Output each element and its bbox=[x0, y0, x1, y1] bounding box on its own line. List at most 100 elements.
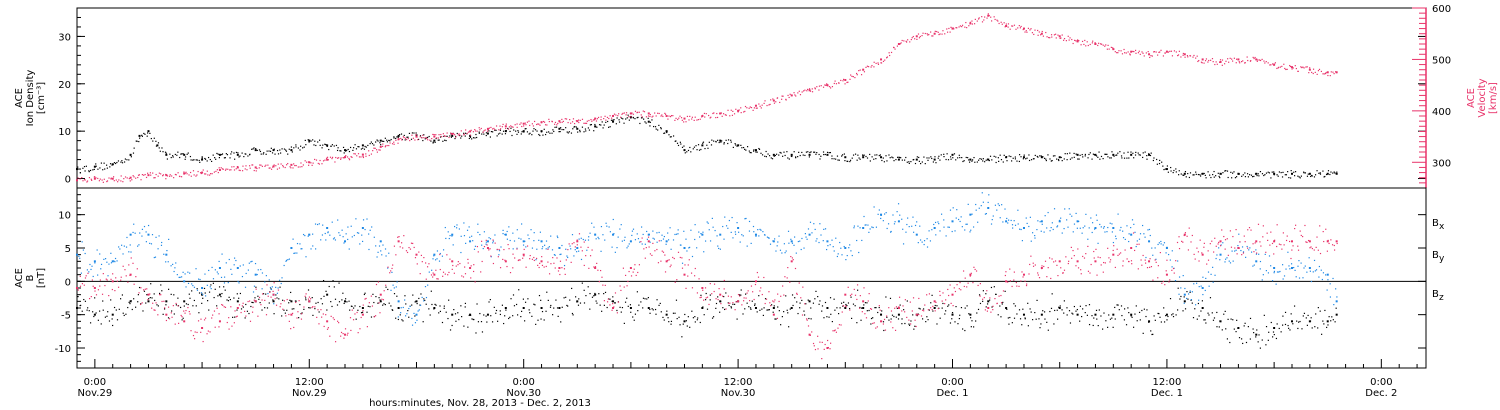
data-point bbox=[1135, 245, 1137, 248]
data-point bbox=[607, 298, 609, 300]
data-point bbox=[1286, 68, 1288, 70]
data-point bbox=[1308, 267, 1311, 269]
data-point bbox=[86, 309, 88, 311]
data-point bbox=[581, 118, 584, 120]
data-point bbox=[492, 242, 494, 244]
data-point bbox=[1204, 289, 1206, 292]
data-point bbox=[477, 231, 479, 233]
data-point bbox=[444, 139, 446, 141]
data-point bbox=[801, 314, 804, 316]
data-point bbox=[1203, 62, 1205, 64]
data-point bbox=[99, 253, 101, 255]
data-point bbox=[1165, 315, 1167, 317]
data-point bbox=[974, 161, 976, 163]
data-point bbox=[714, 229, 716, 232]
data-point bbox=[799, 154, 801, 157]
data-point bbox=[880, 213, 883, 216]
data-point bbox=[379, 300, 382, 303]
data-point bbox=[502, 130, 505, 132]
data-point bbox=[1169, 279, 1171, 281]
data-point bbox=[1290, 263, 1293, 265]
data-point bbox=[475, 133, 477, 136]
data-point bbox=[83, 284, 85, 286]
data-point bbox=[674, 281, 676, 283]
data-point bbox=[930, 307, 932, 309]
data-point bbox=[759, 309, 761, 311]
data-point bbox=[1216, 63, 1218, 65]
data-point bbox=[1085, 305, 1087, 307]
data-point bbox=[1034, 264, 1036, 266]
data-point bbox=[266, 307, 269, 309]
data-point bbox=[1149, 266, 1151, 268]
data-point bbox=[1178, 247, 1181, 250]
data-point bbox=[1273, 333, 1275, 336]
data-point bbox=[951, 293, 954, 296]
data-point bbox=[934, 310, 936, 312]
data-point bbox=[954, 321, 956, 323]
data-point bbox=[339, 150, 341, 152]
data-point bbox=[1185, 176, 1187, 178]
data-point bbox=[732, 110, 734, 113]
data-point bbox=[875, 62, 877, 64]
data-point bbox=[504, 233, 506, 236]
data-point bbox=[983, 296, 985, 299]
data-point bbox=[526, 121, 529, 123]
data-point bbox=[1126, 258, 1128, 260]
data-point bbox=[234, 310, 236, 312]
data-point bbox=[472, 137, 475, 139]
data-point bbox=[1047, 267, 1049, 269]
data-point bbox=[110, 252, 112, 254]
data-point bbox=[267, 292, 269, 295]
data-point bbox=[1003, 154, 1005, 156]
data-point bbox=[1182, 274, 1184, 277]
data-point bbox=[1270, 321, 1272, 324]
data-point bbox=[273, 148, 275, 150]
data-point bbox=[352, 319, 355, 321]
data-point bbox=[1145, 315, 1147, 318]
data-point bbox=[328, 148, 330, 151]
data-point bbox=[719, 113, 721, 115]
data-point bbox=[129, 154, 132, 156]
data-point bbox=[594, 267, 597, 269]
data-point bbox=[132, 262, 134, 264]
data-point bbox=[419, 135, 422, 137]
data-point bbox=[92, 275, 94, 278]
data-point bbox=[627, 114, 629, 116]
data-point bbox=[772, 153, 775, 156]
data-point bbox=[95, 165, 97, 167]
data-point bbox=[278, 279, 281, 281]
data-point bbox=[396, 281, 398, 283]
data-point bbox=[895, 158, 897, 161]
data-point bbox=[390, 138, 392, 141]
data-point bbox=[815, 240, 817, 242]
data-point bbox=[1315, 269, 1318, 271]
data-point bbox=[1301, 66, 1303, 69]
data-point bbox=[451, 324, 453, 327]
data-point bbox=[1022, 313, 1025, 316]
data-point bbox=[228, 296, 230, 298]
data-point bbox=[812, 302, 815, 304]
data-point bbox=[421, 261, 423, 263]
data-point bbox=[606, 301, 609, 303]
data-point bbox=[1141, 264, 1143, 266]
data-point bbox=[1078, 158, 1080, 160]
data-point bbox=[272, 166, 274, 168]
data-point bbox=[791, 94, 793, 96]
data-point bbox=[782, 285, 784, 287]
data-point bbox=[635, 274, 637, 277]
data-point bbox=[1123, 319, 1126, 321]
data-point bbox=[793, 236, 796, 238]
data-point bbox=[854, 153, 857, 155]
data-point bbox=[696, 319, 698, 321]
data-point bbox=[706, 144, 708, 146]
data-point bbox=[1012, 227, 1014, 229]
data-point bbox=[667, 232, 669, 234]
data-point bbox=[1210, 273, 1212, 275]
data-point bbox=[1022, 156, 1025, 159]
data-point bbox=[978, 294, 981, 296]
data-point bbox=[752, 109, 754, 111]
data-point bbox=[1322, 272, 1325, 274]
data-point bbox=[330, 145, 332, 147]
data-point bbox=[835, 83, 838, 85]
data-point bbox=[170, 156, 172, 159]
